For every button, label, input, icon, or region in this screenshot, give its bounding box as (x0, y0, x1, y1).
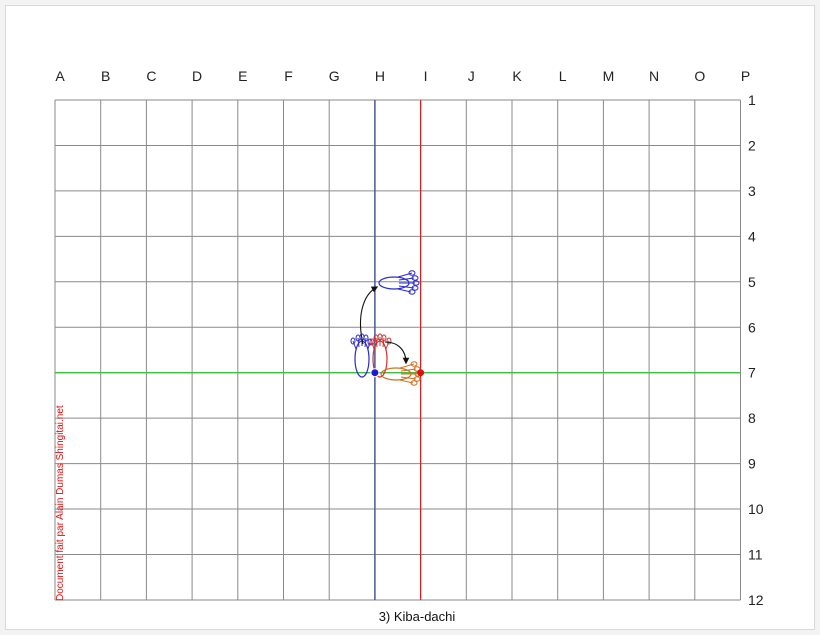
blue-foot-icon (378, 270, 420, 295)
column-label-k: K (512, 68, 522, 84)
row-label-5: 5 (748, 274, 756, 290)
diagram-caption: 3) Kiba-dachi (379, 609, 456, 624)
row-label-10: 10 (748, 501, 764, 517)
column-label-a: A (55, 68, 65, 84)
blue-foot-icon (350, 333, 373, 378)
column-label-d: D (192, 68, 202, 84)
curved-arrow-icon (384, 341, 410, 365)
column-label-b: B (101, 68, 110, 84)
column-label-h: H (375, 68, 385, 84)
row-label-8: 8 (748, 410, 756, 426)
row-label-11: 11 (748, 547, 763, 563)
row-label-6: 6 (748, 319, 756, 335)
column-label-p: P (741, 68, 750, 84)
reference-points (370, 368, 425, 378)
column-label-i: I (424, 68, 428, 84)
column-label-o: O (694, 68, 705, 84)
reference-lines (55, 100, 741, 600)
column-label-j: J (468, 68, 475, 84)
row-label-4: 4 (748, 228, 756, 244)
column-label-l: L (559, 68, 567, 84)
column-label-f: F (284, 68, 293, 84)
column-label-m: M (603, 68, 615, 84)
column-label-g: G (329, 68, 340, 84)
row-label-9: 9 (748, 456, 756, 472)
orange-foot-icon (380, 361, 422, 386)
column-labels: A B C D E F G H I J K L M N O P (55, 68, 750, 84)
row-label-3: 3 (748, 183, 756, 199)
row-label-7: 7 (748, 365, 756, 381)
column-label-e: E (238, 68, 247, 84)
blue-point (370, 368, 380, 378)
row-label-2: 2 (748, 137, 756, 153)
grid-lines (54, 99, 741, 601)
column-label-n: N (649, 68, 659, 84)
column-label-c: C (146, 68, 156, 84)
author-credit: Document fait par Alain Dumas Shingitai.… (55, 405, 66, 601)
diagram-page (5, 5, 815, 630)
red-foot-icon (369, 333, 392, 378)
row-label-12: 12 (748, 592, 764, 608)
row-label-1: 1 (748, 92, 756, 108)
curved-arrow-icon (360, 286, 379, 345)
red-point (417, 369, 425, 377)
